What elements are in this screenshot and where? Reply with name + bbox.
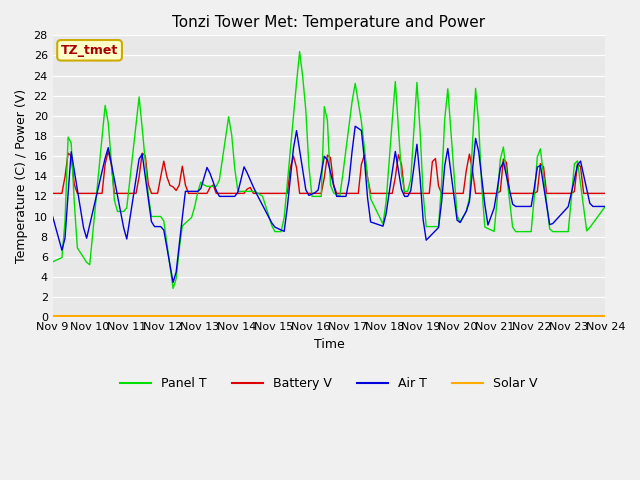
Legend: Panel T, Battery V, Air T, Solar V: Panel T, Battery V, Air T, Solar V: [115, 372, 543, 396]
Title: Tonzi Tower Met: Temperature and Power: Tonzi Tower Met: Temperature and Power: [172, 15, 486, 30]
X-axis label: Time: Time: [314, 337, 344, 350]
Text: TZ_tmet: TZ_tmet: [61, 44, 118, 57]
Y-axis label: Temperature (C) / Power (V): Temperature (C) / Power (V): [15, 89, 28, 264]
